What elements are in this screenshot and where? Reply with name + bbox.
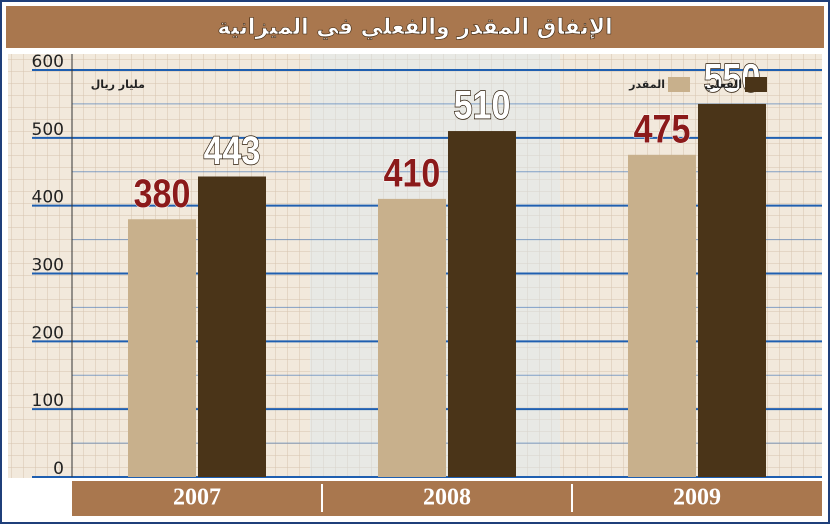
x-tick-label: 2007 xyxy=(173,485,221,511)
y-tick-label: 200 xyxy=(32,323,64,343)
unit-label: مليار ريال xyxy=(91,78,145,91)
value-label: 380 xyxy=(134,170,191,215)
legend-swatch xyxy=(745,77,767,92)
legend-label: المقدر xyxy=(628,78,665,91)
value-label: 443 xyxy=(204,127,261,172)
bar xyxy=(698,103,766,478)
y-tick-label: 400 xyxy=(32,188,64,208)
bar xyxy=(378,198,446,477)
chart-title: الإنفاق المقدر والفعلي في الميزانية xyxy=(217,15,612,40)
x-tick-label: 2009 xyxy=(673,485,721,511)
category-band xyxy=(72,481,822,516)
value-label: 475 xyxy=(634,106,691,151)
y-tick-label: 100 xyxy=(32,391,64,411)
x-tick-label: 2008 xyxy=(423,485,471,511)
bar xyxy=(628,154,696,477)
title-bar xyxy=(6,6,824,48)
y-tick-label: 0 xyxy=(53,459,64,479)
bar xyxy=(128,219,196,477)
value-label: 410 xyxy=(384,150,441,195)
bar xyxy=(448,131,516,478)
y-tick-label: 300 xyxy=(32,256,64,276)
bar xyxy=(198,176,266,477)
value-label: 510 xyxy=(454,82,511,127)
legend-label: الفعلي xyxy=(704,78,742,91)
y-tick-label: 500 xyxy=(32,120,64,140)
y-tick-label: 600 xyxy=(32,52,64,72)
legend-swatch xyxy=(668,77,690,92)
